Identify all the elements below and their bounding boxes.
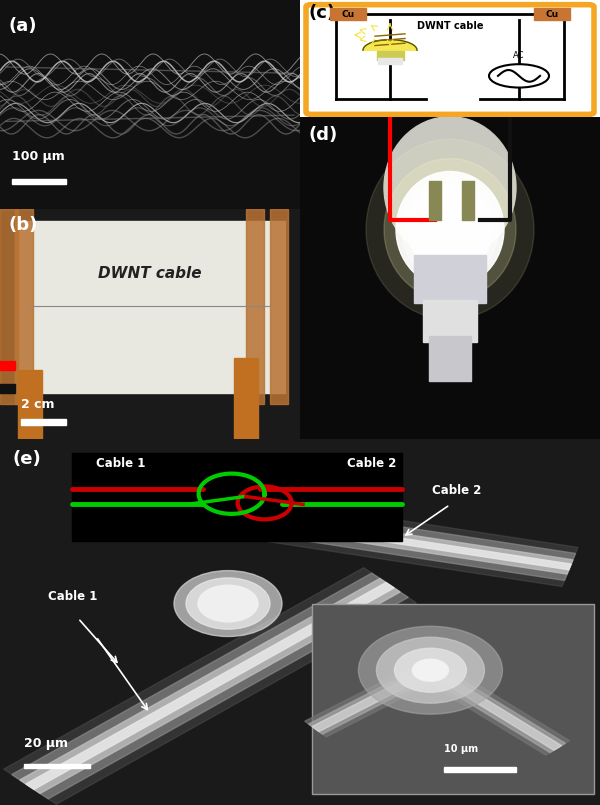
Polygon shape: [4, 568, 416, 804]
Polygon shape: [205, 498, 575, 580]
Text: Cable 1: Cable 1: [96, 457, 145, 470]
Polygon shape: [423, 666, 565, 753]
Circle shape: [366, 139, 534, 320]
Bar: [72, 453, 402, 541]
Bar: [377, 51, 404, 60]
Polygon shape: [308, 665, 437, 734]
Circle shape: [432, 210, 468, 249]
Bar: [423, 300, 477, 342]
Polygon shape: [419, 663, 569, 755]
Bar: [234, 358, 258, 439]
Text: (c): (c): [309, 3, 336, 22]
Bar: [270, 209, 288, 404]
Polygon shape: [20, 579, 400, 794]
Polygon shape: [305, 663, 441, 737]
Bar: [312, 604, 594, 794]
Polygon shape: [209, 509, 571, 570]
Text: (b): (b): [9, 217, 38, 234]
Polygon shape: [312, 667, 434, 732]
Text: DWNT cable: DWNT cable: [417, 21, 483, 31]
Bar: [429, 336, 471, 381]
Bar: [18, 370, 42, 439]
Circle shape: [384, 117, 516, 258]
Text: AC: AC: [513, 51, 525, 60]
Circle shape: [489, 64, 549, 88]
Text: Cable 2: Cable 2: [347, 457, 396, 470]
Polygon shape: [202, 493, 578, 587]
Circle shape: [198, 585, 258, 621]
FancyBboxPatch shape: [306, 5, 594, 114]
Bar: [0, 384, 15, 393]
Circle shape: [376, 638, 484, 704]
Bar: [324, 10, 576, 109]
Bar: [378, 58, 402, 64]
Text: 10 μm: 10 μm: [444, 744, 478, 753]
Bar: [21, 419, 66, 425]
Polygon shape: [363, 39, 417, 50]
Bar: [12, 179, 66, 184]
Circle shape: [174, 571, 282, 637]
Text: (e): (e): [12, 450, 41, 468]
Polygon shape: [427, 668, 562, 750]
Circle shape: [186, 578, 270, 630]
Bar: [429, 181, 441, 220]
Circle shape: [384, 159, 516, 300]
Circle shape: [402, 178, 498, 281]
Bar: [534, 8, 570, 20]
Text: Cable 2: Cable 2: [432, 484, 481, 497]
Circle shape: [396, 171, 504, 287]
Text: 20 μm: 20 μm: [24, 737, 68, 750]
Bar: [246, 209, 264, 404]
Text: (d): (d): [309, 126, 338, 144]
Polygon shape: [207, 505, 573, 574]
Circle shape: [358, 626, 502, 714]
Text: 2 cm: 2 cm: [21, 398, 55, 411]
Text: DWNT cable: DWNT cable: [98, 266, 202, 281]
Circle shape: [408, 184, 492, 275]
Circle shape: [394, 648, 466, 692]
Bar: [15, 209, 33, 404]
Circle shape: [420, 197, 480, 262]
Bar: [414, 255, 486, 303]
Circle shape: [412, 659, 448, 681]
Polygon shape: [12, 573, 408, 799]
Text: 100 μm: 100 μm: [12, 151, 65, 163]
Polygon shape: [26, 583, 394, 790]
Text: Cu: Cu: [545, 10, 559, 19]
Text: Cable 1: Cable 1: [48, 590, 97, 603]
Text: Cu: Cu: [341, 10, 355, 19]
Bar: [24, 764, 90, 768]
Bar: [0, 361, 15, 370]
Bar: [0, 209, 18, 404]
Bar: [330, 8, 366, 20]
Bar: [15, 221, 285, 393]
Bar: [444, 767, 516, 772]
Bar: [462, 181, 474, 220]
Text: (a): (a): [9, 17, 37, 35]
